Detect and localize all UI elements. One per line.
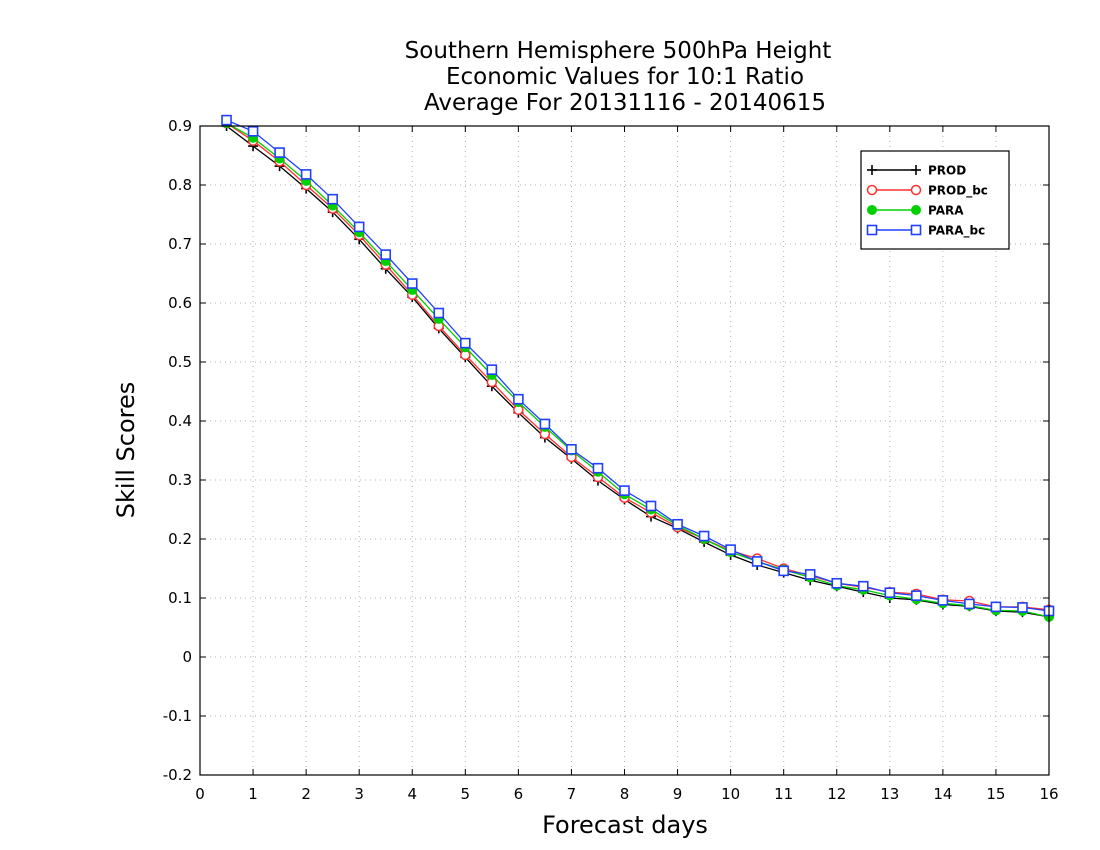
data-point-para-bc [619, 485, 630, 496]
data-point-para-bc [645, 500, 657, 512]
y-tick-label: 0.7 [168, 235, 192, 253]
data-point-para-bc [566, 444, 577, 455]
legend-marker-start-prod [867, 165, 877, 175]
grid [200, 126, 1049, 775]
y-tick-label: 0.3 [168, 471, 192, 489]
x-tick-label: 2 [301, 785, 311, 803]
x-tick-label: 16 [1039, 785, 1058, 803]
x-tick-label: 13 [880, 785, 899, 803]
legend-entry-prod-bc: PROD_bc [866, 184, 988, 199]
y-tick-label: 0.6 [168, 294, 192, 312]
data-point-para-bc [486, 364, 498, 375]
data-point-para-bc [300, 169, 312, 180]
y-tick-label: 0.9 [168, 117, 192, 135]
legend-entry-para-bc: PARA_bc [866, 224, 985, 239]
x-tick-label: 7 [567, 785, 577, 803]
data-point-para-bc [964, 598, 975, 610]
legend-label-para-bc: PARA_bc [928, 224, 985, 239]
series-para-bc [221, 114, 1055, 617]
data-point-para-bc [327, 193, 338, 205]
data-point-para-bc [221, 114, 232, 126]
x-tick-label: 11 [774, 785, 793, 803]
data-point-para-bc [698, 530, 710, 542]
data-point-para-bc [380, 249, 392, 260]
y-tick-label: -0.1 [163, 707, 192, 725]
data-point-para-bc [857, 580, 869, 592]
data-point-para-bc [751, 556, 763, 567]
chart-title-line-2: Economic Values for 10:1 Ratio [446, 64, 804, 90]
x-tick-label: 6 [514, 785, 524, 803]
legend-label-para: PARA [928, 204, 964, 218]
data-point-para-bc [672, 518, 683, 530]
axis-ticks: 0 1 2 3 4 5 6 7 8 9 10 11 12 13 14 15 16-0.2-0.100.10.20… [163, 117, 1059, 803]
legend-label-prod-bc: PROD_bc [928, 184, 988, 199]
x-tick-label: 12 [827, 785, 846, 803]
plot-frame [199, 125, 1050, 776]
x-tick-label: 5 [461, 785, 471, 803]
legend-marker-end-prod-bc [910, 184, 922, 196]
legend-marker-end-prod [911, 165, 921, 175]
legend-marker-start-prod-bc [866, 184, 878, 196]
data-point-para-bc [778, 565, 789, 577]
data-point-para-bc [513, 393, 524, 405]
data-point-para-bc [725, 544, 736, 555]
legend-marker-start-para [867, 205, 877, 215]
x-tick-label: 8 [620, 785, 630, 803]
data-point-para-bc [990, 601, 1002, 613]
y-tick-label: 0.8 [168, 176, 192, 194]
x-tick-label: 10 [721, 785, 740, 803]
data-point-para-bc [911, 590, 922, 601]
data-point-para-bc [406, 278, 418, 289]
x-tick-label: 3 [354, 785, 364, 803]
legend-box [860, 150, 1010, 250]
data-point-para-bc [831, 577, 843, 589]
data-point-para-bc [539, 418, 551, 430]
x-tick-label: 0 [195, 785, 205, 803]
data-point-para-bc [1017, 602, 1028, 613]
data-point-para-bc [937, 595, 949, 606]
chart-title-line-3: Average For 20131116 - 20140615 [424, 90, 826, 116]
legend: PROD PROD_bc PARA PARA_bc [860, 150, 1010, 250]
y-tick-label: 0.5 [168, 353, 192, 371]
legend-marker-start-para-bc [866, 224, 878, 236]
y-axis-label: Skill Scores [112, 382, 140, 519]
legend-entry-para: PARA [867, 204, 964, 218]
x-tick-label: 9 [673, 785, 683, 803]
data-point-para-bc [274, 147, 285, 158]
chart-title-line-1: Southern Hemisphere 500hPa Height [405, 38, 832, 64]
x-tick-label: 14 [933, 785, 952, 803]
data-point-para-bc [433, 307, 445, 319]
data-point-para-bc [460, 337, 471, 349]
x-tick-label: 4 [407, 785, 417, 803]
series-layer [221, 114, 1055, 622]
y-tick-label: 0.2 [168, 530, 192, 548]
data-point-para-bc [804, 569, 816, 580]
y-tick-label: 0 [182, 648, 192, 666]
data-point-para-bc [884, 587, 896, 598]
legend-entry-prod: PROD [867, 164, 966, 178]
x-tick-label: 1 [248, 785, 258, 803]
data-point-para-bc [592, 462, 604, 474]
legend-label-prod: PROD [928, 164, 966, 178]
data-point-para-bc [353, 221, 365, 233]
y-tick-label: -0.2 [163, 766, 192, 784]
y-tick-label: 0.1 [168, 589, 192, 607]
legend-marker-end-para-bc [910, 224, 922, 236]
legend-marker-end-para [911, 205, 921, 215]
data-point-para-bc [247, 126, 259, 137]
x-tick-label: 15 [986, 785, 1005, 803]
x-axis-label: Forecast days [542, 811, 708, 839]
y-tick-label: 0.4 [168, 412, 192, 430]
